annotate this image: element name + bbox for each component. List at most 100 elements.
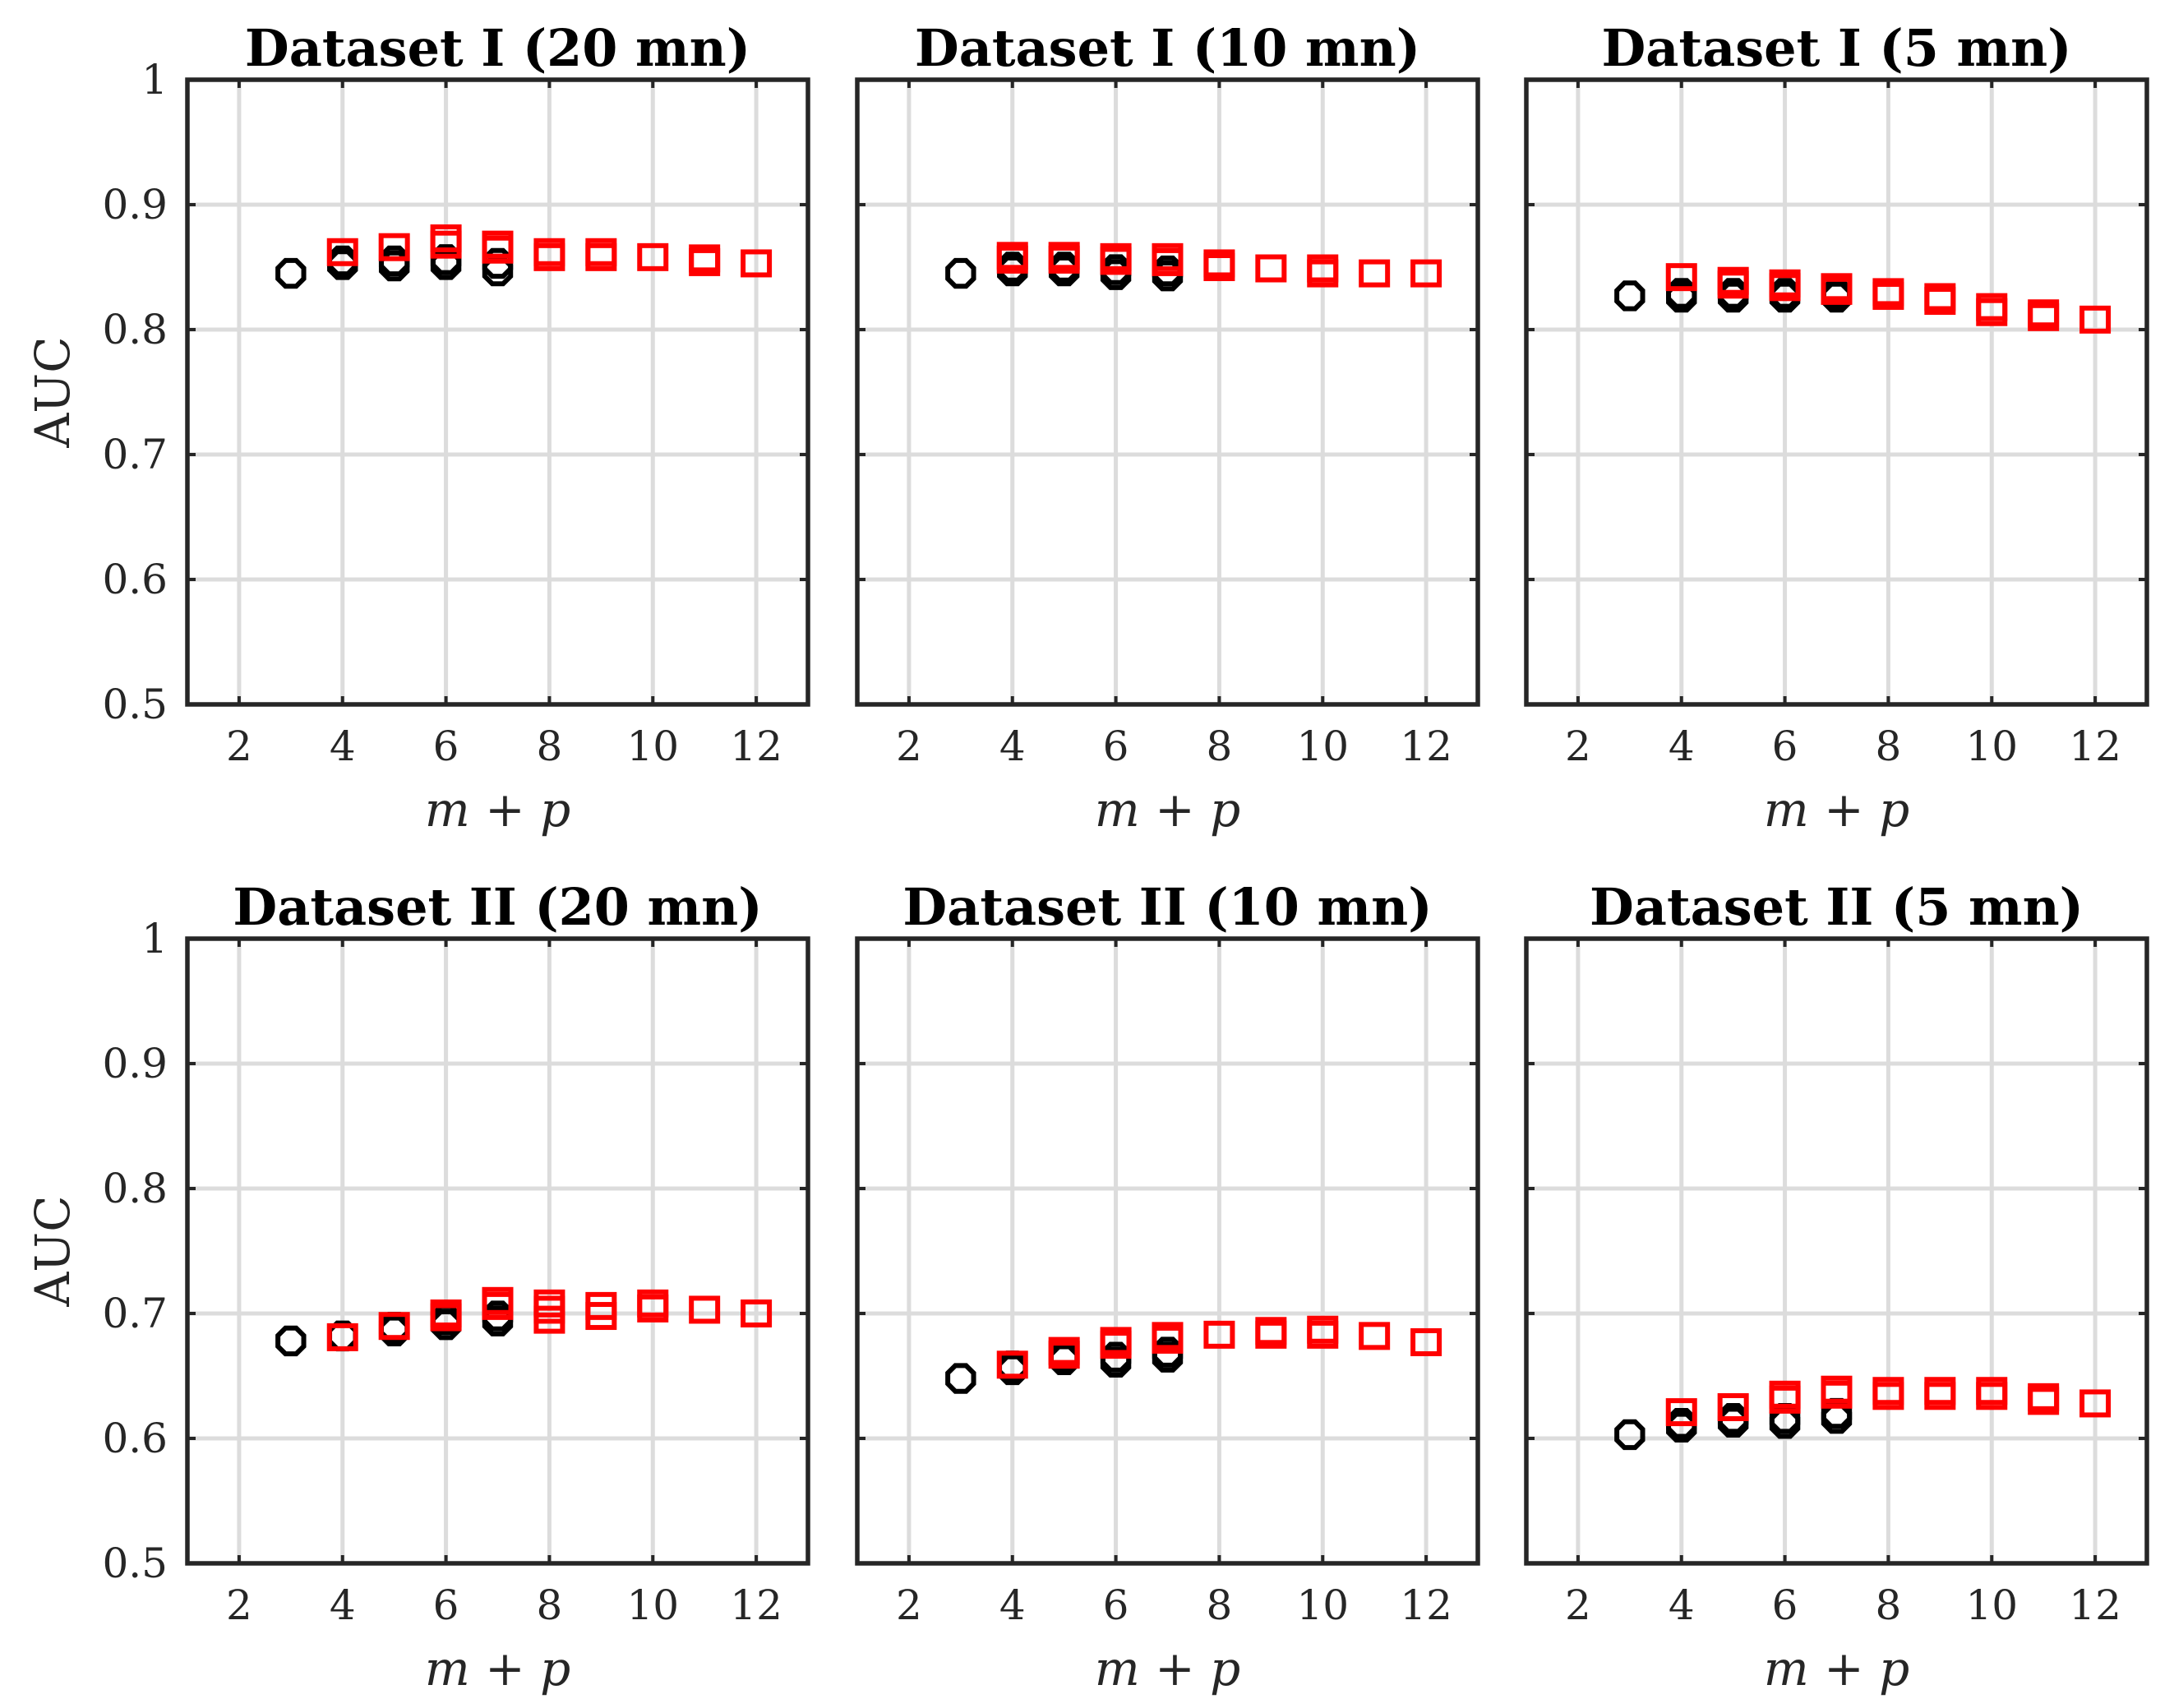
data-point-square [1152, 242, 1184, 271]
y-tick-label: 0.7 [102, 1290, 168, 1337]
data-point-square [1924, 283, 1956, 312]
data-point-square [1359, 1322, 1391, 1350]
x-tick-label: 4 [1669, 1581, 1695, 1629]
x-tick-label: 6 [1772, 722, 1798, 770]
data-point-square [741, 1299, 773, 1327]
data-point-square [741, 249, 773, 278]
data-point-square [482, 230, 514, 259]
x-tick-label: 10 [626, 722, 679, 770]
data-point-square [1821, 1375, 1853, 1404]
x-tick-label: 2 [1565, 1581, 1591, 1629]
series-square [996, 1315, 1442, 1379]
data-point-square [996, 242, 1028, 270]
x-tick-label: 12 [1400, 1581, 1452, 1629]
data-point-square [1924, 1377, 1956, 1406]
data-point-square [996, 1350, 1028, 1379]
x-tick-label: 6 [1772, 1581, 1798, 1629]
axes-frame [1524, 936, 2149, 1566]
data-point-square [482, 1286, 514, 1315]
x-tick-label: 10 [626, 1581, 679, 1629]
x-axis-label: m + p [425, 1641, 571, 1696]
y-tick-label: 0.8 [102, 1165, 168, 1212]
plot-area [857, 939, 1478, 1563]
data-point-square [1255, 1317, 1287, 1346]
x-tick-label: 6 [433, 1581, 459, 1629]
data-point-square [1307, 1315, 1339, 1344]
data-point-square [1100, 1327, 1132, 1355]
chart-panel-6: 2 4 6 8 10 12 Dataset II (5 mn) m + p [1524, 877, 2149, 1696]
data-point-circle [1614, 1419, 1646, 1451]
data-point-circle [945, 1363, 976, 1394]
data-point-square [378, 233, 410, 261]
data-point-square [1048, 242, 1080, 270]
data-point-square [1410, 1327, 1442, 1356]
data-point-circle [275, 257, 307, 289]
x-tick-label: 10 [1965, 1581, 2018, 1629]
x-tick-label: 8 [1876, 1581, 1902, 1629]
plot-area [187, 80, 808, 704]
data-point-square [1048, 1336, 1080, 1365]
data-point-square [430, 224, 462, 253]
data-point-square [430, 1299, 462, 1327]
chart-panel-3: 2 4 6 8 10 12 Dataset I (5 mn) m + p [1524, 18, 2149, 838]
y-axis-label: AUC [25, 336, 81, 448]
data-point-square [533, 238, 565, 266]
axes-frame [855, 936, 1480, 1566]
data-point-square [689, 244, 721, 273]
data-point-square [2079, 305, 2112, 334]
y-tick-label: 1 [141, 915, 168, 962]
data-point-square [2028, 299, 2060, 328]
chart-title: Dataset I (5 mn) [1602, 18, 2072, 78]
y-tick-label: 0.7 [102, 431, 168, 478]
chart-panel-2: 2 4 6 8 10 12 Dataset I (10 mn) m + p [855, 18, 1480, 838]
plot-area [857, 80, 1478, 704]
y-tick-label: 0.5 [102, 681, 168, 728]
series-square [326, 1286, 773, 1351]
data-point-square [2028, 1383, 2060, 1411]
x-tick-label: 2 [896, 722, 922, 770]
data-point-square [1307, 254, 1339, 283]
axes-frame [855, 77, 1480, 707]
data-point-square [1410, 259, 1442, 288]
data-point-square [1100, 242, 1132, 271]
axes-frame [1524, 77, 2149, 707]
x-tick-label: 12 [2069, 1581, 2121, 1629]
series-square [996, 242, 1442, 288]
x-tick-label: 8 [537, 1581, 563, 1629]
y-tick-label: 0.8 [102, 306, 168, 353]
x-tick-label: 4 [1669, 722, 1695, 770]
x-tick-label: 10 [1296, 1581, 1349, 1629]
data-point-square [326, 238, 358, 266]
y-tick-label: 0.9 [102, 181, 168, 229]
x-tick-label: 8 [1876, 722, 1902, 770]
series-square [1665, 263, 2112, 334]
chart-panel-1: 2 4 6 8 10 12 0.5 0.6 0.7 0.8 0.9 1 Dataset I (20 mn… [25, 18, 810, 838]
data-point-square [1976, 293, 2008, 321]
x-tick-label: 6 [1103, 722, 1129, 770]
x-tick-label: 4 [330, 1581, 356, 1629]
chart-title: Dataset II (20 mn) [233, 877, 762, 937]
y-axis-label: AUC [25, 1195, 81, 1307]
y-tick-label: 0.5 [102, 1540, 168, 1587]
chart-panel-4: 2 4 6 8 10 12 0.5 0.6 0.7 0.8 0.9 1 Dataset II (20 m… [25, 877, 810, 1696]
data-point-square [637, 242, 669, 271]
x-tick-label: 4 [999, 722, 1026, 770]
data-point-square [1821, 273, 1853, 302]
data-point-circle [945, 257, 976, 289]
x-tick-label: 2 [226, 722, 252, 770]
x-axis-label: m + p [425, 782, 571, 838]
data-point-square [1872, 278, 1904, 307]
data-point-square [326, 1323, 358, 1351]
data-point-square [533, 1289, 565, 1318]
data-point-square [1872, 1377, 1904, 1406]
chart-title: Dataset II (5 mn) [1590, 877, 2084, 937]
x-axis-label: m + p [1764, 782, 1910, 838]
data-point-square [1769, 1380, 1801, 1409]
data-point-square [1203, 1320, 1235, 1349]
x-tick-label: 6 [1103, 1581, 1129, 1629]
data-point-square [1152, 1322, 1184, 1350]
plot-area [1526, 80, 2147, 704]
x-tick-label: 2 [896, 1581, 922, 1629]
axes-frame [185, 936, 810, 1566]
